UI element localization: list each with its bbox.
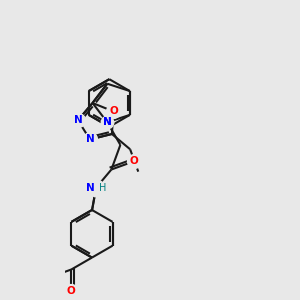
Text: N: N — [103, 117, 112, 127]
Text: O: O — [109, 106, 118, 116]
Text: O: O — [67, 286, 76, 296]
Text: N: N — [103, 117, 112, 127]
Text: N: N — [74, 115, 82, 125]
Text: N: N — [86, 183, 95, 193]
Text: N: N — [85, 134, 94, 145]
Text: O: O — [129, 156, 138, 167]
Text: H: H — [99, 183, 106, 193]
